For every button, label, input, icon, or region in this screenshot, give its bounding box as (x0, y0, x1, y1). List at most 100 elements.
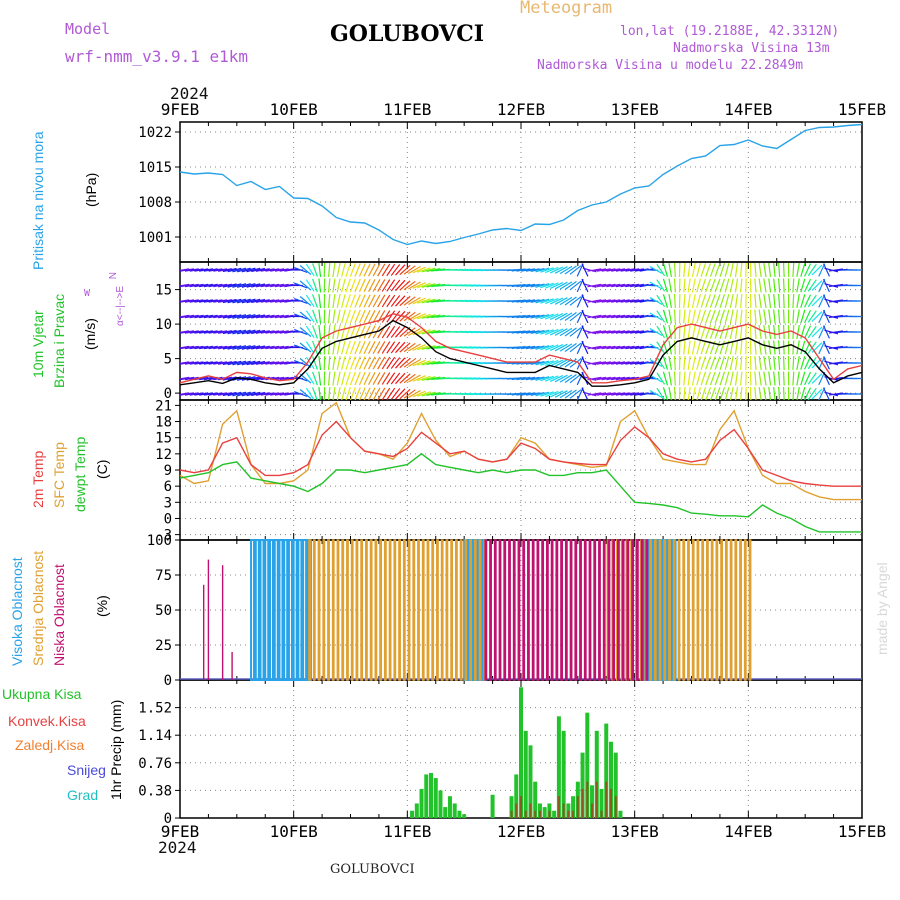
wind-arrow (336, 325, 341, 339)
wind-arrow (649, 265, 663, 275)
wind-arrow (381, 341, 391, 354)
wind-arrow (824, 267, 839, 273)
wind-arrow (564, 327, 577, 337)
temperature-ytick-label: -3 (155, 528, 172, 544)
wind-arrow (516, 392, 531, 396)
wind-arrow (615, 392, 630, 396)
wind-arrow (363, 309, 371, 324)
wind-arrow (417, 360, 431, 366)
wind-arrow (691, 278, 696, 293)
wind-arrow (596, 268, 611, 272)
wind-arrow (265, 283, 280, 288)
wind-arrow (279, 392, 294, 396)
wind-arrow (804, 263, 812, 277)
wind-arrow (615, 314, 630, 319)
wind-arrow (606, 392, 621, 396)
wind-arrow (687, 324, 691, 340)
wind-arrow (740, 371, 743, 386)
wind-arrow (232, 345, 247, 350)
precip-total-bar (608, 741, 613, 818)
wind-arrow (381, 325, 391, 339)
cloud-bar-1 (426, 539, 430, 681)
wind-arrow (564, 373, 577, 384)
wind-arrow (421, 267, 436, 273)
wind-arrow (768, 386, 772, 400)
wind-arrow (372, 341, 381, 354)
wind-arrow (662, 294, 669, 308)
cloud-bar-1 (308, 539, 311, 681)
wind-arrow (246, 329, 261, 335)
wind-arrow (545, 390, 559, 398)
cloud-bar-1 (312, 539, 316, 681)
wind-arrow (345, 278, 351, 293)
wind-arrow (668, 309, 672, 324)
cloud-bar-2 (569, 539, 573, 681)
wind-arrow (293, 329, 308, 335)
wind-arrow (564, 311, 577, 322)
wind-arrow (426, 391, 441, 397)
wind-arrow (734, 293, 739, 309)
wind-arrow (408, 374, 421, 383)
wind-arrow (184, 392, 199, 396)
wind-arrow (620, 299, 635, 303)
wind-arrow (724, 278, 730, 293)
wind-arrow (525, 392, 540, 396)
wind-arrow (692, 387, 696, 400)
wind-arrow (270, 283, 285, 288)
wind-arrow (332, 309, 336, 324)
wind-arrow (700, 340, 707, 355)
wind-arrow (535, 376, 550, 381)
wind-arrow (293, 298, 308, 304)
wind-arrow (349, 278, 356, 293)
wind-arrow (630, 392, 645, 396)
cloud-ytick-label: 25 (155, 638, 172, 654)
cloud-bar-1 (417, 539, 420, 681)
wind-arrow (649, 343, 663, 352)
precip-total-bar (533, 781, 538, 818)
wind-arrow (377, 387, 386, 400)
wind-arrow (758, 293, 762, 309)
wind-arrow (358, 309, 366, 324)
wind-arrow (800, 278, 806, 293)
wind-arrow (318, 309, 322, 324)
wind-arrow (625, 392, 640, 396)
wind-arrow (199, 376, 214, 381)
cloud-bar-2 (579, 539, 582, 681)
x-label-top: 12FEB (497, 100, 545, 119)
x-label-top: 10FEB (270, 100, 318, 119)
wind-arrow (354, 356, 361, 370)
wind-arrow (516, 376, 531, 381)
wind-arrow (395, 341, 406, 354)
wind-arrow (545, 297, 559, 305)
wind-arrow (724, 387, 730, 400)
wind-arrow (700, 309, 707, 324)
wind-arrow (625, 361, 640, 365)
wind-arrow (368, 310, 376, 323)
wind-arrow (576, 263, 584, 277)
wind-arrow (549, 390, 564, 398)
wind-arrow (336, 340, 341, 355)
wind-arrow (403, 280, 416, 291)
wind-arrow (412, 297, 426, 305)
wind-arrow (345, 263, 351, 277)
wind-arrow (709, 371, 716, 386)
wind-arrow (260, 268, 275, 272)
wind-arrow (241, 298, 256, 304)
wind-arrow (569, 327, 582, 337)
wind-arrow (203, 345, 218, 350)
wind-arrow (620, 330, 635, 334)
cloud-bar-1 (402, 539, 406, 681)
wind-arrow (260, 314, 275, 319)
wind-arrow (545, 266, 559, 274)
wind-arrow (349, 387, 356, 400)
wind-arrow (804, 387, 812, 400)
wind-arrow (754, 371, 757, 386)
wind-arrow (265, 345, 280, 350)
wind-arrow (203, 330, 218, 334)
wind-arrow (824, 298, 839, 304)
wind-arrow (246, 298, 261, 304)
wind-arrow (691, 325, 696, 339)
wind-arrow (341, 309, 346, 324)
wind-arrow (403, 389, 416, 399)
wind-arrow (199, 345, 214, 350)
